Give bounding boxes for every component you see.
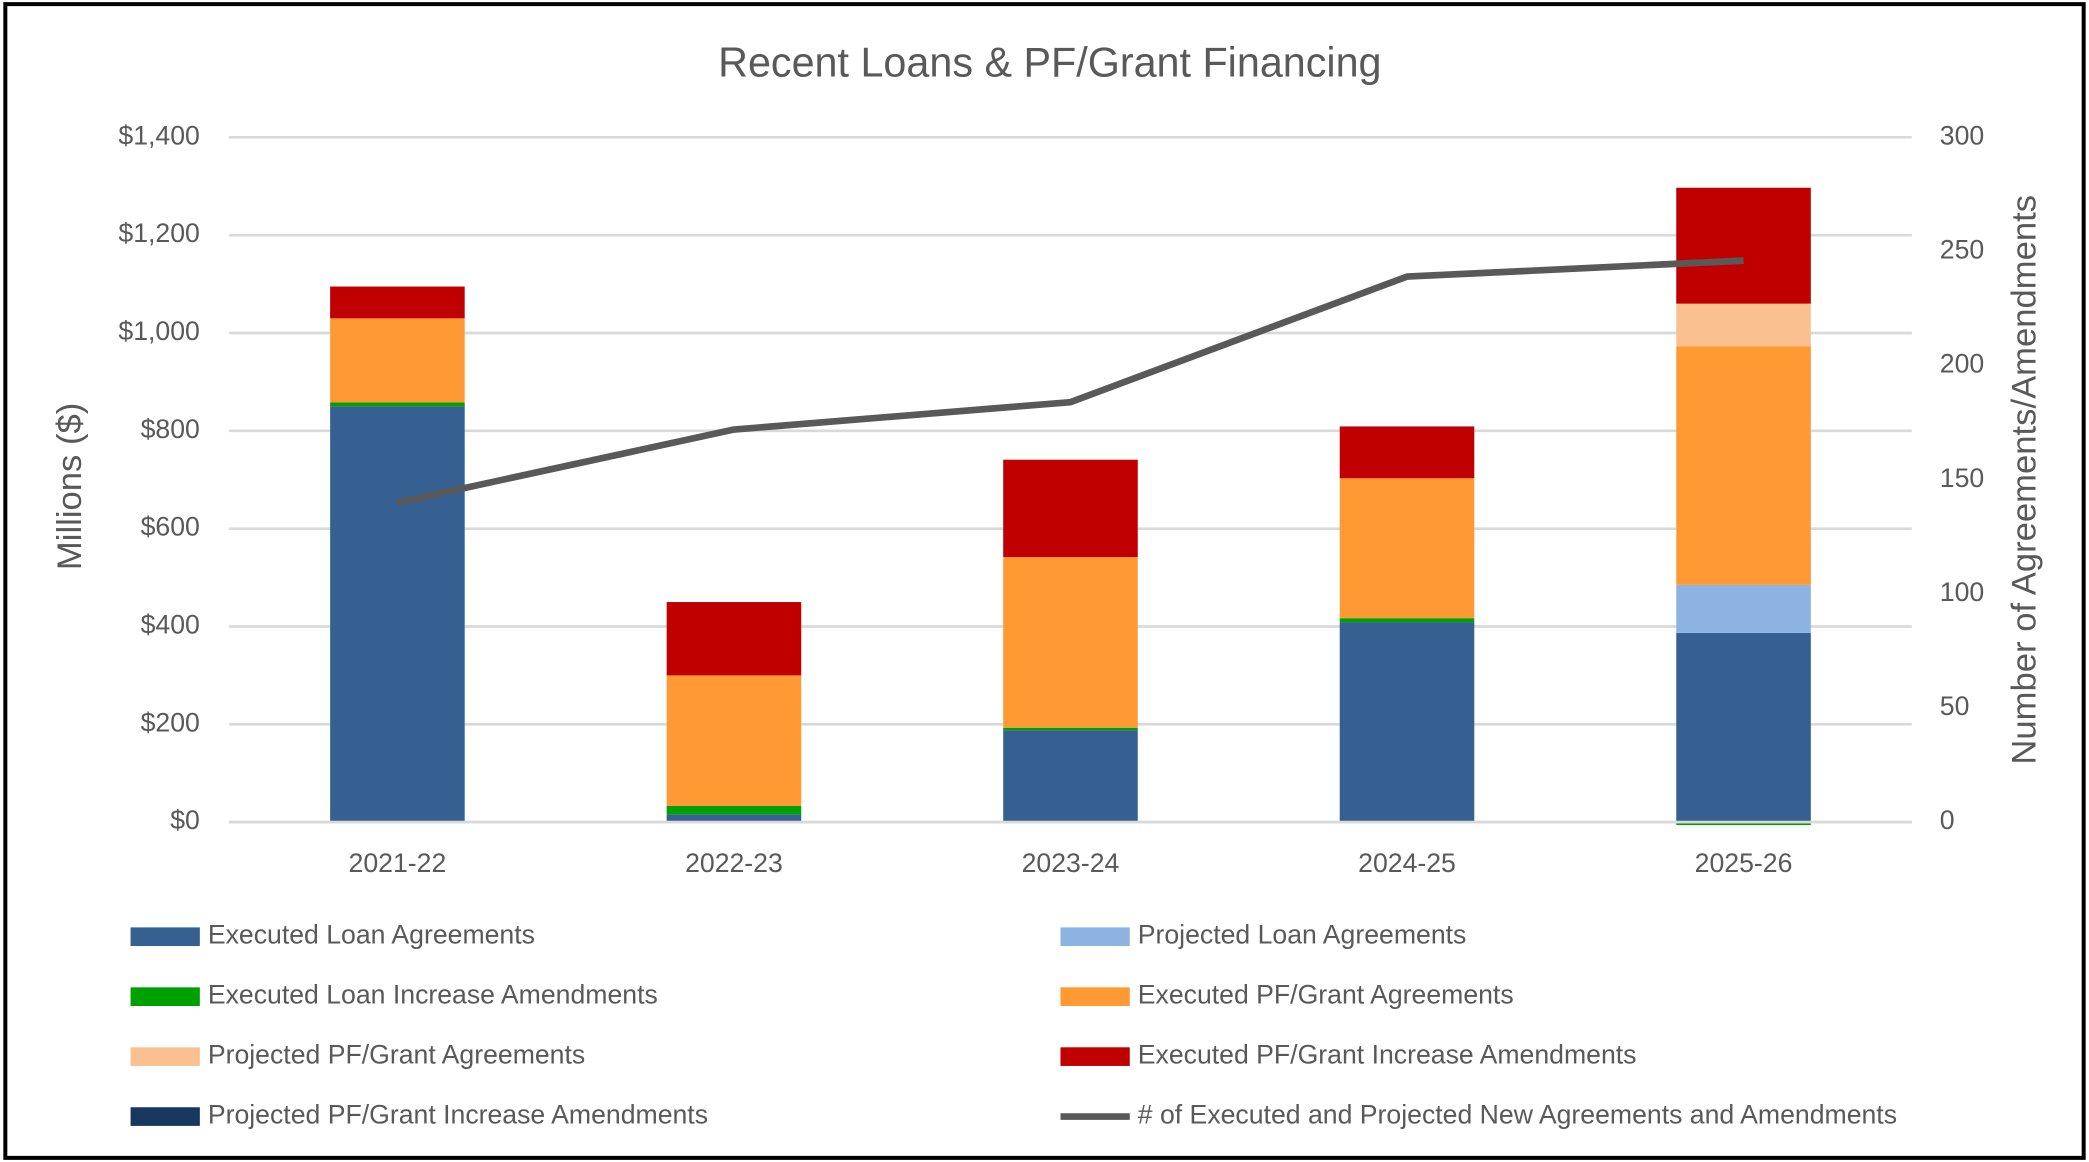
legend-label: Executed Loan Increase Amendments: [208, 980, 658, 1010]
x-tick-label: 2025-26: [1695, 848, 1793, 878]
bar: [1676, 632, 1811, 823]
y-tick-label: $1,400: [118, 120, 199, 150]
legend-label: Projected PF/Grant Agreements: [208, 1040, 585, 1070]
bar: [1676, 346, 1811, 585]
legend-swatch: [130, 987, 200, 1006]
y2-tick-label: 200: [1940, 349, 1984, 379]
y2-tick-label: 0: [1940, 805, 1955, 835]
y2-tick-label: 150: [1940, 463, 1984, 493]
legend-swatch: [130, 1107, 200, 1126]
bar: [666, 675, 802, 806]
bar: [1339, 618, 1475, 623]
y2-tick-label: 300: [1940, 120, 1984, 150]
y-tick-label: $1,000: [118, 316, 199, 346]
y-axis-title: Millions ($): [51, 403, 89, 570]
bar: [1339, 426, 1475, 479]
bar: [1676, 584, 1811, 633]
y-tick-label: $600: [141, 512, 200, 542]
bar: [330, 286, 465, 319]
legend-swatch: [1060, 987, 1130, 1006]
y-tick-label: $200: [141, 707, 200, 737]
y2-tick-label: 50: [1940, 691, 1970, 721]
y-tick-label: $0: [170, 805, 200, 835]
bar: [330, 402, 465, 407]
bar: [666, 814, 802, 823]
bar: [1003, 727, 1138, 731]
bar: [666, 805, 802, 815]
bar: [1339, 478, 1475, 619]
bar: [666, 602, 802, 676]
legend-label: Projected Loan Agreements: [1138, 920, 1467, 950]
x-tick-label: 2023-24: [1022, 848, 1120, 878]
bar: [1339, 622, 1475, 823]
bar: [1003, 557, 1138, 728]
legend-swatch: [130, 1047, 200, 1066]
legend-label: Executed Loan Agreements: [208, 920, 535, 950]
bar: [1676, 822, 1811, 826]
legend-label: Projected PF/Grant Increase Amendments: [208, 1100, 708, 1130]
y-tick-label: $800: [141, 414, 200, 444]
y-tick-label: $1,200: [118, 218, 199, 248]
bar: [1676, 303, 1811, 347]
legend-swatch: [1060, 927, 1130, 947]
legend-label: # of Executed and Projected New Agreemen…: [1138, 1100, 1897, 1130]
y-tick-label: $400: [141, 610, 200, 640]
y2-axis-title: Number of Agreements/Amendments: [2006, 195, 2044, 765]
x-tick-label: 2024-25: [1358, 848, 1456, 878]
bar: [1003, 730, 1138, 823]
x-tick-label: 2021-22: [349, 848, 447, 878]
line: [396, 257, 1744, 506]
legend-swatch: [1060, 1047, 1130, 1066]
bar: [1003, 459, 1138, 558]
bar: [330, 318, 465, 403]
y2-tick-label: 250: [1940, 235, 1984, 265]
chart-title: Recent Loans & PF/Grant Financing: [718, 39, 1381, 85]
x-tick-label: 2022-23: [685, 848, 783, 878]
legend-swatch: [130, 927, 200, 947]
bar: [1676, 187, 1811, 304]
legend-label: Executed PF/Grant Increase Amendments: [1138, 1040, 1637, 1070]
y2-tick-label: 100: [1940, 577, 1984, 607]
legend-label: Executed PF/Grant Agreements: [1138, 980, 1514, 1010]
bar: [330, 406, 465, 823]
